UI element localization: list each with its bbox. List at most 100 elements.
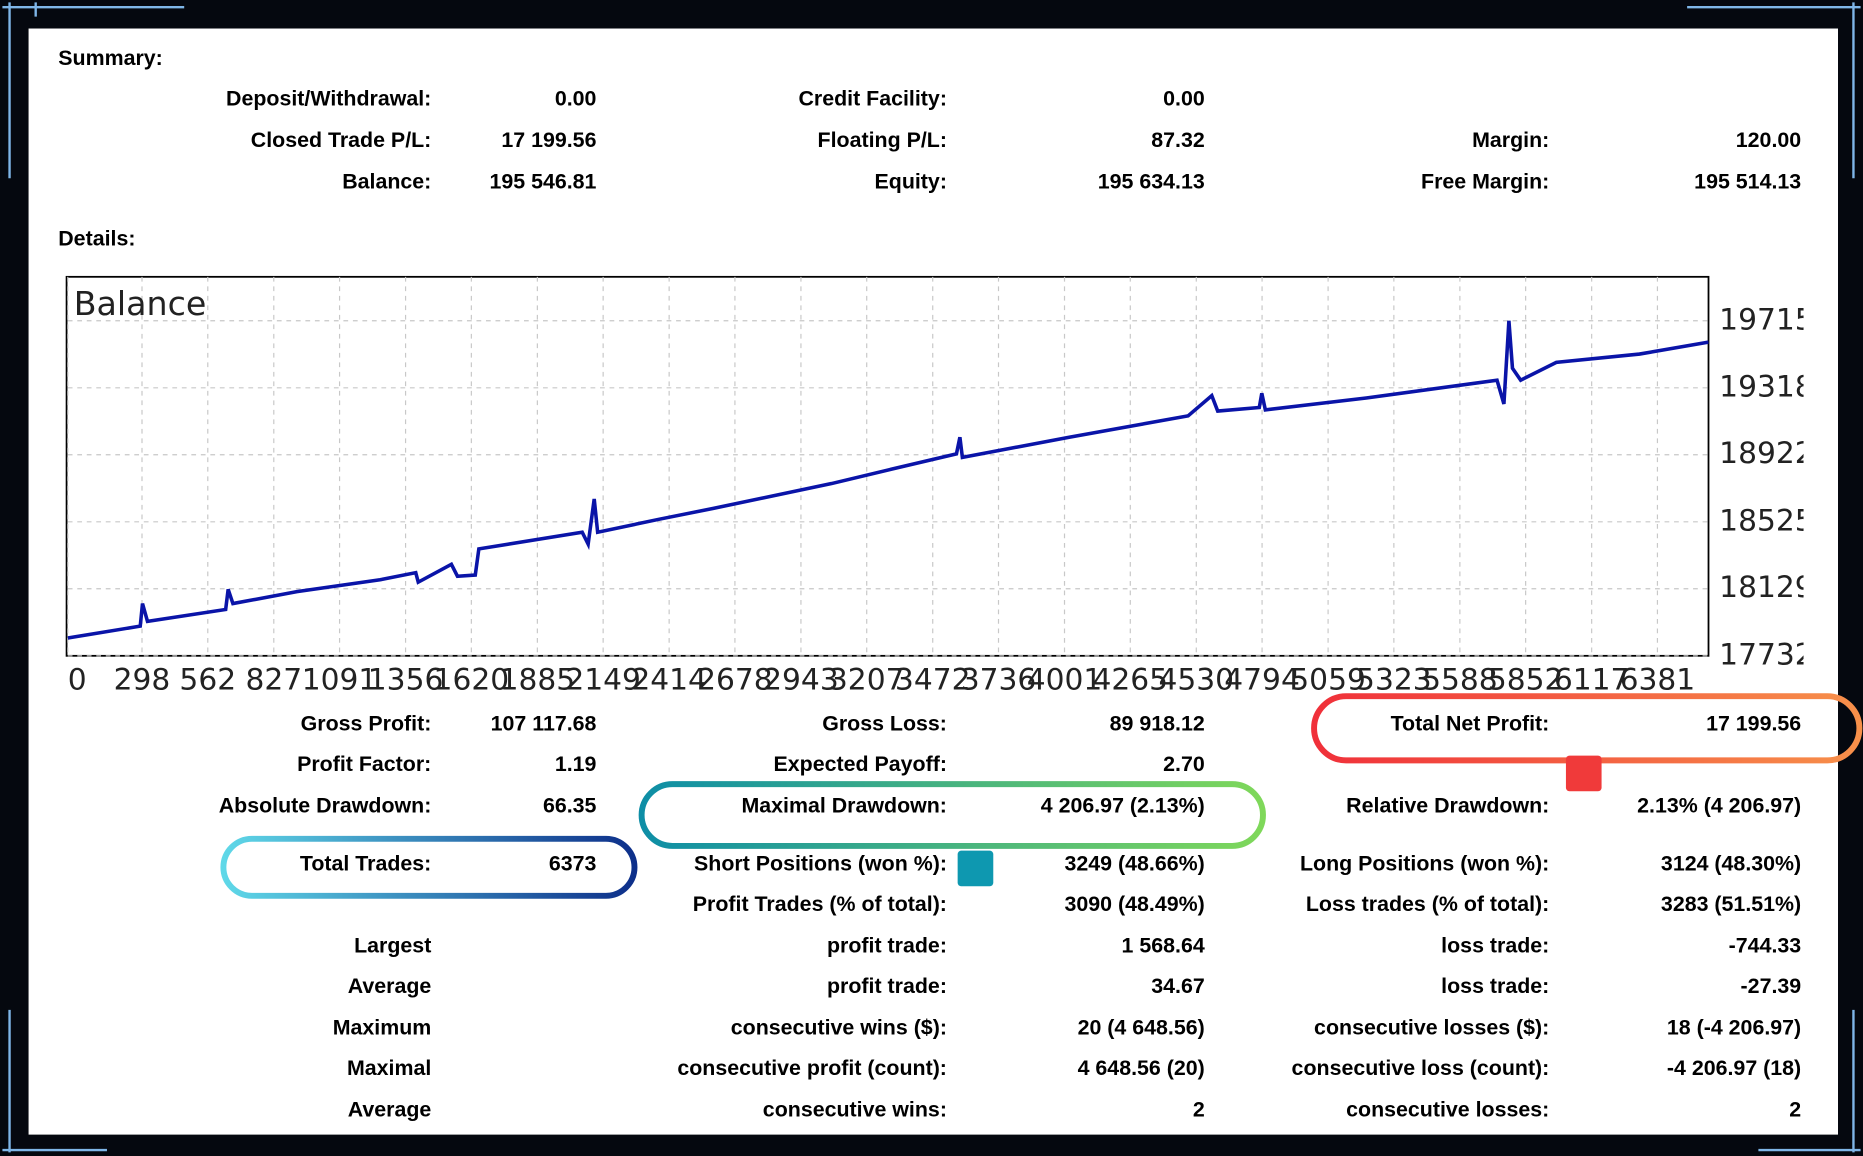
y-tick-label: 18525 [1719,503,1813,538]
y-tick-label: 18129 [1719,570,1813,605]
x-tick-label: 4794 [1224,662,1300,697]
x-tick-label: 4530 [1159,662,1235,697]
field-label: Equity: [875,170,947,194]
field-value: 17 199.56 [501,128,596,152]
field-label: consecutive wins ($): [731,1016,947,1040]
highlight-max-drawdown [638,781,1266,849]
field-label: Maximal Drawdown: [741,793,946,817]
field-value: 89 918.12 [1110,711,1205,735]
highlight-total-trades [220,835,638,899]
report-rows: Deposit/Withdrawal: 0.00 Credit Facility: 0… [219,86,1802,1121]
x-tick-label: 2149 [565,662,641,697]
field-label: Largest [354,934,431,958]
x-tick-label: 3472 [895,662,971,697]
field-label: loss trade: [1441,934,1549,958]
field-label: consecutive profit (count): [677,1056,947,1080]
x-tick-label: 4265 [1093,662,1169,697]
connector-node [1565,755,1602,792]
field-value: 2 [1789,1097,1801,1121]
x-tick-label: 1885 [500,662,576,697]
field-value: -27.39 [1741,974,1802,998]
field-value: 1.19 [555,752,597,776]
x-tick-label: 5588 [1422,662,1498,697]
field-value: -744.33 [1729,934,1802,958]
field-label: consecutive loss (count): [1292,1056,1550,1080]
chart-title: Balance [74,284,207,323]
field-value: -4 206.97 (18) [1667,1056,1801,1080]
field-value: 195 634.13 [1098,170,1205,194]
x-tick-label: 3207 [829,662,905,697]
field-label: Short Positions (won %): [694,852,947,876]
field-label: Margin: [1472,128,1549,152]
field-label: Absolute Drawdown: [219,793,432,817]
x-tick-label: 3736 [961,662,1037,697]
field-value: 17 199.56 [1706,711,1801,735]
field-label: Expected Payoff: [774,752,947,776]
field-label: Maximum [333,1016,432,1040]
field-value: 20 (4 648.56) [1078,1016,1205,1040]
x-tick-label: 6381 [1620,662,1696,697]
field-label: Relative Drawdown: [1346,793,1549,817]
x-tick-label: 827 [245,662,302,697]
x-tick-label: 5059 [1290,662,1366,697]
field-value: 2.70 [1163,752,1205,776]
section-title: Details: [58,227,135,251]
field-label: Loss trades (% of total): [1306,892,1549,916]
y-axis-labels: 17732 18129 18525 18922 19318 19715 [1719,302,1813,672]
field-label: Deposit/Withdrawal: [226,86,431,110]
field-value: 18 (-4 206.97) [1667,1016,1801,1040]
field-value: 2 [1193,1097,1205,1121]
field-label: Floating P/L: [818,128,947,152]
field-value: 4 206.97 (2.13%) [1041,793,1205,817]
x-tick-label: 298 [114,662,171,697]
field-label: Maximal [347,1056,431,1080]
field-label: consecutive losses: [1346,1097,1549,1121]
field-label: Average [348,1097,432,1121]
field-label: Total Trades: [300,852,431,876]
field-label: profit trade: [827,934,947,958]
field-value: 3283 (51.51%) [1661,892,1801,916]
balance-line [67,320,1709,640]
field-value: 3249 (48.66%) [1065,852,1205,876]
field-value: 1 568.64 [1122,934,1205,958]
x-tick-label: 1620 [434,662,510,697]
field-label: Profit Trades (% of total): [693,892,947,916]
field-value: 66.35 [543,793,597,817]
section-title: Summary: [58,46,163,70]
x-tick-label: 5852 [1488,662,1564,697]
y-tick-label: 19715 [1719,302,1813,337]
y-tick-label: 19318 [1719,369,1813,404]
field-label: consecutive wins: [763,1097,947,1121]
y-tick-label: 17732 [1719,637,1813,672]
field-label: profit trade: [827,974,947,998]
field-label: Balance: [342,170,431,194]
field-label: loss trade: [1441,974,1549,998]
field-value: 87.32 [1151,128,1205,152]
field-value: 0.00 [555,86,597,110]
x-tick-label: 562 [179,662,236,697]
field-label: Free Margin: [1421,170,1549,194]
field-label: consecutive losses ($): [1314,1016,1549,1040]
x-tick-label: 2678 [697,662,773,697]
y-tick-label: 18922 [1719,436,1813,471]
field-value: 2.13% (4 206.97) [1637,793,1801,817]
x-tick-label: 6117 [1554,662,1630,697]
field-label: Closed Trade P/L: [251,128,432,152]
field-value: 195 514.13 [1694,170,1801,194]
field-value: 0.00 [1163,86,1205,110]
field-value: 3124 (48.30%) [1661,852,1801,876]
field-value: 195 546.81 [489,170,596,194]
annotations [220,693,1863,1156]
field-label: Credit Facility: [798,86,946,110]
field-value: 3090 (48.49%) [1065,892,1205,916]
field-label: Long Positions (won %): [1300,852,1549,876]
x-tick-label: 2943 [763,662,839,697]
field-label: Average [348,974,432,998]
x-tick-label: 5323 [1356,662,1432,697]
connector-node [957,850,994,887]
balance-chart: 17732 18129 18525 18922 19318 19715 0 298 562 827… [67,276,1813,697]
field-value: 6373 [549,852,597,876]
x-tick-label: 4001 [1027,662,1103,697]
